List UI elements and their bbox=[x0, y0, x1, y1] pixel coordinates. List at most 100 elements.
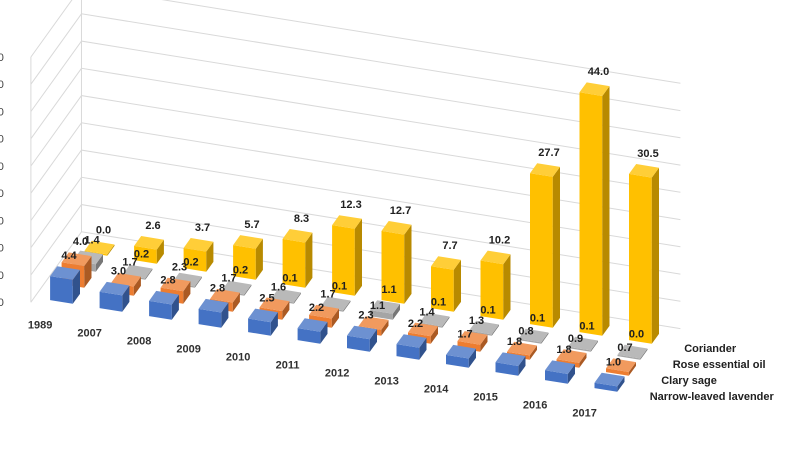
series-name: Rose essential oil bbox=[673, 359, 766, 371]
bar-rose-essential-oil-2017 bbox=[617, 344, 648, 360]
data-label: 5.7 bbox=[244, 219, 259, 231]
data-label: 2.2 bbox=[408, 318, 423, 330]
data-label: 0.2 bbox=[183, 257, 198, 269]
x-category-label: 2017 bbox=[572, 408, 596, 420]
x-category-label: 2012 bbox=[325, 368, 349, 380]
x-category-label: 2008 bbox=[127, 336, 151, 348]
data-label: 1.1 bbox=[381, 284, 396, 296]
bar-coriander-2009 bbox=[233, 235, 263, 280]
data-label: 1.7 bbox=[320, 289, 335, 301]
data-label: 7.7 bbox=[442, 240, 457, 252]
bar-rose-essential-oil-2015 bbox=[518, 328, 549, 344]
data-label: 2.8 bbox=[160, 275, 175, 287]
data-label: 0.9 bbox=[568, 333, 583, 345]
bar-coriander-2014 bbox=[480, 250, 511, 320]
bar-narrow-leaved-lavender-2013 bbox=[396, 334, 427, 360]
y-tick-label: 10.0 bbox=[0, 243, 4, 255]
y-tick-label: 15.0 bbox=[0, 215, 4, 227]
data-label: 0.1 bbox=[282, 273, 297, 285]
data-label: 30.5 bbox=[637, 148, 658, 160]
data-label: 1.7 bbox=[457, 329, 472, 341]
data-label: 0.1 bbox=[431, 297, 446, 309]
x-category-label: 2011 bbox=[276, 360, 300, 372]
x-category-label: 2013 bbox=[374, 376, 398, 388]
data-label: 2.6 bbox=[145, 220, 160, 232]
x-category-label: 2016 bbox=[523, 400, 547, 412]
y-axis-ticks: 0.0 5.0 10.0 15.0 20.0 25.0 30.0 35.0 40.0 45.0 bbox=[0, 52, 4, 309]
bar-narrow-leaved-lavender-1989 bbox=[50, 266, 80, 304]
data-label: 1.4 bbox=[419, 306, 435, 318]
data-label: 0.1 bbox=[530, 313, 545, 325]
data-label: 0.0 bbox=[96, 225, 111, 237]
data-label: 1.1 bbox=[370, 300, 385, 312]
x-category-label: 2007 bbox=[77, 328, 101, 340]
series-name: Clary sage bbox=[661, 375, 717, 387]
data-label: 1.3 bbox=[469, 315, 484, 327]
bars bbox=[50, 82, 659, 392]
data-label: 1.4 bbox=[84, 234, 100, 246]
bar-coriander-2007 bbox=[134, 236, 164, 264]
bar-rose-essential-oil-2014 bbox=[469, 320, 499, 336]
bar-narrow-leaved-lavender-2016 bbox=[545, 360, 575, 384]
bar-clary-sage-2017 bbox=[606, 358, 636, 376]
x-category-label: 2015 bbox=[473, 392, 497, 404]
data-label: 2.5 bbox=[259, 292, 274, 304]
x-category-label: 2014 bbox=[424, 384, 449, 396]
data-label: 44.0 bbox=[588, 66, 609, 78]
data-label: 8.3 bbox=[294, 213, 309, 225]
data-label: 12.3 bbox=[340, 199, 361, 211]
series-name: Narrow-leaved lavender bbox=[650, 391, 775, 403]
data-label: 4.0 bbox=[73, 236, 88, 248]
bar-coriander-2012 bbox=[381, 221, 412, 304]
bar-narrow-leaved-lavender-2012 bbox=[347, 325, 377, 352]
data-label: 1.7 bbox=[122, 257, 137, 269]
data-label: 2.8 bbox=[210, 283, 225, 295]
x-axis-categories: 1989 2007 2008 2009 2010 2011 2012 2013 2014 2015… bbox=[28, 320, 597, 420]
bar-narrow-leaved-lavender-2010 bbox=[248, 308, 278, 336]
data-label: 1.8 bbox=[556, 344, 571, 356]
bar-narrow-leaved-lavender-2017 bbox=[594, 372, 625, 392]
data-label: 2.3 bbox=[358, 310, 373, 322]
y-tick-label: 30.0 bbox=[0, 134, 4, 146]
data-label: 0.0 bbox=[629, 329, 644, 341]
y-tick-label: 40.0 bbox=[0, 79, 4, 91]
x-category-label: 2009 bbox=[176, 344, 200, 356]
y-tick-label: 0.0 bbox=[0, 297, 4, 309]
data-label: 12.7 bbox=[390, 205, 411, 217]
data-label: 3.7 bbox=[195, 222, 210, 234]
data-label: 2.2 bbox=[309, 302, 324, 314]
bar-narrow-leaved-lavender-2007 bbox=[99, 281, 130, 312]
data-label: 0.7 bbox=[617, 342, 632, 354]
data-label: 1.0 bbox=[606, 357, 621, 369]
data-label: 1.8 bbox=[507, 336, 522, 348]
data-label: 27.7 bbox=[538, 147, 559, 159]
data-label: 2.3 bbox=[172, 262, 187, 274]
bar-coriander-2011 bbox=[332, 215, 362, 296]
bar-coriander-2015 bbox=[530, 163, 560, 328]
bar-coriander-2013 bbox=[431, 256, 461, 312]
bar-rose-essential-oil-2016 bbox=[568, 336, 598, 352]
y-tick-label: 20.0 bbox=[0, 188, 4, 200]
data-label: 0.2 bbox=[233, 265, 248, 277]
data-label: 1.7 bbox=[221, 273, 236, 285]
data-label: 0.2 bbox=[134, 249, 149, 261]
y-tick-label: 5.0 bbox=[0, 270, 4, 282]
series-names: Coriander Rose essential oil Clary sage Nar… bbox=[650, 343, 775, 403]
bar-coriander-2016 bbox=[579, 82, 610, 336]
data-label: 0.1 bbox=[480, 305, 495, 317]
data-label: 4.4 bbox=[61, 250, 77, 262]
bar-rose-essential-oil-2012 bbox=[370, 300, 400, 320]
gridline bbox=[30, 0, 681, 84]
data-label: 0.8 bbox=[518, 326, 533, 338]
gridlines bbox=[30, 0, 681, 330]
series-name: Coriander bbox=[684, 343, 737, 355]
data-label: 0.1 bbox=[579, 321, 594, 333]
data-label: 1.6 bbox=[271, 281, 286, 293]
bar-narrow-leaved-lavender-2015 bbox=[495, 352, 526, 376]
data-label: 0.1 bbox=[332, 281, 347, 293]
y-tick-label: 45.0 bbox=[0, 52, 4, 64]
bar-coriander-2017 bbox=[629, 164, 659, 344]
bar-narrow-leaved-lavender-2011 bbox=[297, 318, 328, 344]
